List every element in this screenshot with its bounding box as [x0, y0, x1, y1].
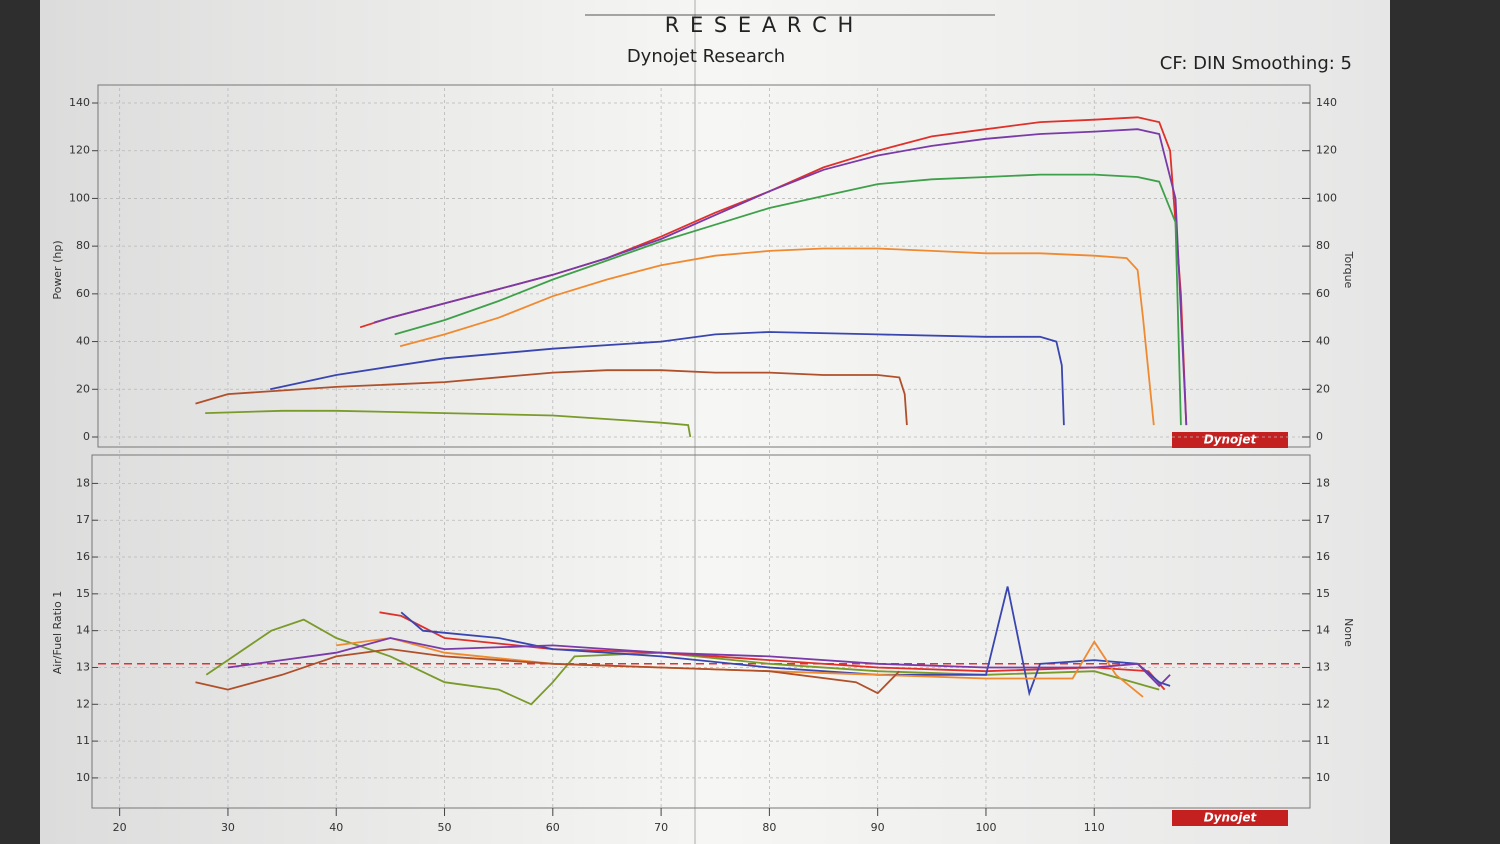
y-tick-label: 16 — [76, 550, 90, 563]
logo — [1172, 810, 1288, 826]
y-tick-label: 13 — [76, 660, 90, 673]
y2-tick-label: 60 — [1316, 287, 1330, 300]
y-tick-label: 17 — [76, 513, 90, 526]
y2-tick-label: 17 — [1316, 513, 1330, 526]
logo-text: Dynojet — [1204, 811, 1258, 825]
x-tick-label: 30 — [221, 821, 235, 834]
y2-tick-label: 140 — [1316, 96, 1337, 109]
series-line — [205, 409, 692, 438]
y2-tick-label: 15 — [1316, 587, 1330, 600]
series-line — [399, 247, 1155, 426]
y2-tick-label: 0 — [1316, 430, 1323, 443]
series-line — [336, 637, 1144, 698]
y2-axis-label: Torque — [1342, 251, 1355, 289]
y-tick-label: 40 — [76, 335, 90, 348]
x-tick-label: 40 — [329, 821, 343, 834]
y-tick-label: 11 — [76, 734, 90, 747]
y2-tick-label: 120 — [1316, 144, 1337, 157]
y2-tick-label: 18 — [1316, 476, 1330, 489]
series-line — [195, 648, 900, 695]
series-line — [373, 128, 1188, 426]
brand: R E S E A R C H — [665, 13, 856, 37]
x-tick-label: 70 — [654, 821, 668, 834]
y-tick-label: 80 — [76, 239, 90, 252]
x-tick-label: 20 — [113, 821, 127, 834]
plot-frame — [97, 84, 1311, 448]
y-tick-label: 18 — [76, 476, 90, 489]
y-tick-label: 100 — [69, 191, 90, 204]
y-tick-label: 14 — [76, 624, 90, 637]
x-tick-label: 50 — [438, 821, 452, 834]
plot-frame — [91, 454, 1311, 809]
y2-tick-label: 40 — [1316, 335, 1330, 348]
x-tick-label: 100 — [975, 821, 996, 834]
y2-axis-label: None — [1342, 618, 1355, 647]
y2-tick-label: 20 — [1316, 382, 1330, 395]
series-line — [227, 637, 1171, 688]
x-tick-label: 80 — [762, 821, 776, 834]
x-tick-label: 90 — [871, 821, 885, 834]
y2-tick-label: 14 — [1316, 624, 1330, 637]
y2-tick-label: 11 — [1316, 734, 1330, 747]
y-axis-label: Power (hp) — [51, 240, 64, 299]
logo-text: Dynojet — [1204, 433, 1258, 447]
settings: CF: DIN Smoothing: 5 — [1160, 53, 1352, 74]
series-line — [270, 331, 1065, 426]
logo — [1172, 432, 1288, 448]
y-tick-label: 120 — [69, 144, 90, 157]
x-tick-label: 110 — [1084, 821, 1105, 834]
y-tick-label: 10 — [76, 771, 90, 784]
y2-tick-label: 16 — [1316, 550, 1330, 563]
series-line — [195, 369, 908, 426]
y-tick-label: 140 — [69, 96, 90, 109]
report-title: Dynojet Research — [627, 46, 785, 67]
x-tick-label: 60 — [546, 821, 560, 834]
y-tick-label: 12 — [76, 697, 90, 710]
y2-tick-label: 13 — [1316, 660, 1330, 673]
y2-tick-label: 10 — [1316, 771, 1330, 784]
series-line — [394, 173, 1182, 426]
y-tick-label: 60 — [76, 287, 90, 300]
y-axis-label: Air/Fuel Ratio 1 — [51, 591, 64, 675]
y2-tick-label: 80 — [1316, 239, 1330, 252]
y2-tick-label: 12 — [1316, 697, 1330, 710]
y-tick-label: 15 — [76, 587, 90, 600]
series-line — [400, 586, 1171, 697]
series-line — [205, 618, 1160, 706]
y-tick-label: 20 — [76, 382, 90, 395]
y2-tick-label: 100 — [1316, 191, 1337, 204]
y-tick-label: 0 — [83, 430, 90, 443]
paper — [40, 0, 1390, 844]
